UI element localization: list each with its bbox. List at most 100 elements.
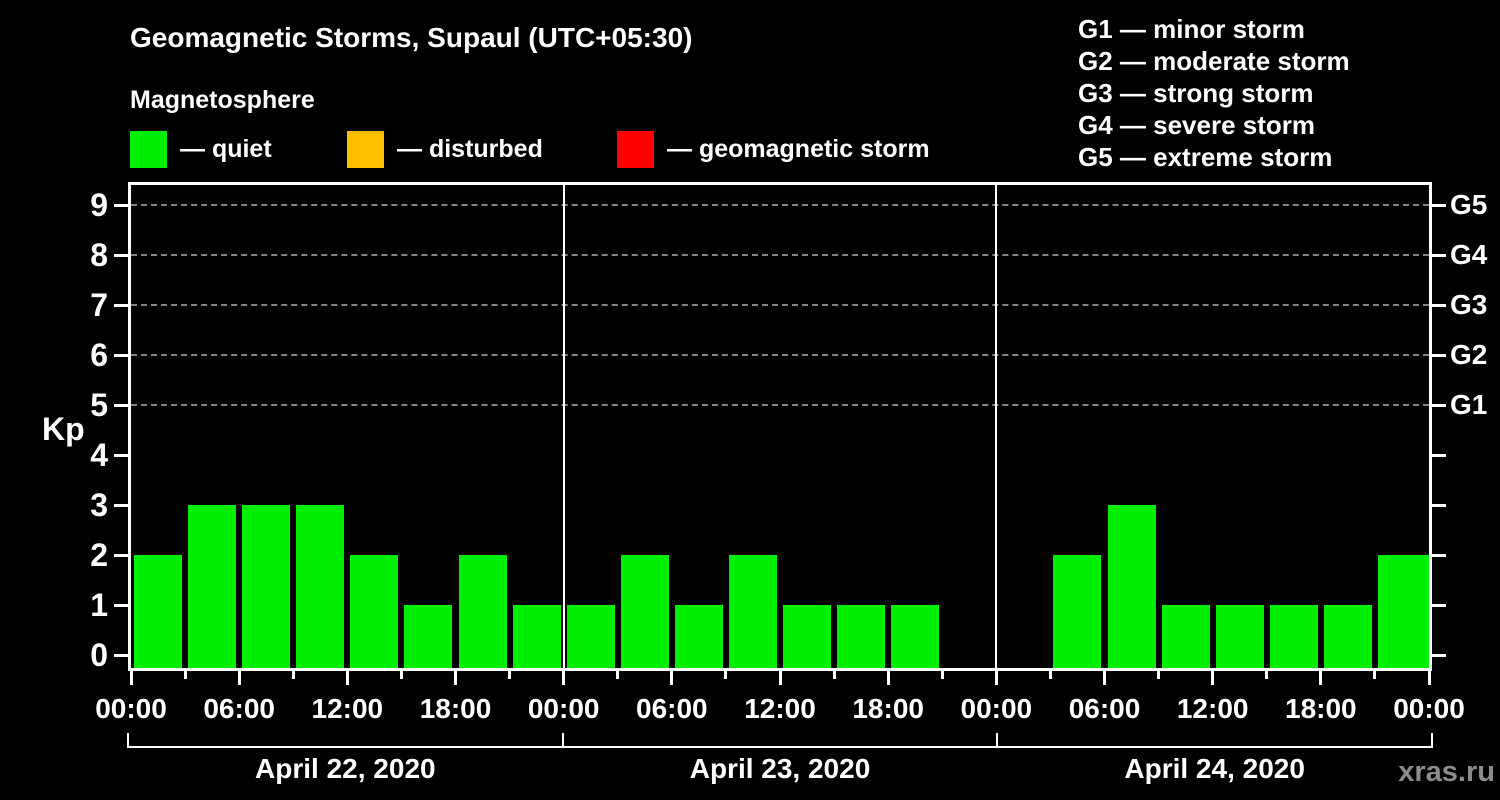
legend-swatch-quiet — [130, 130, 167, 168]
kp-bar — [837, 605, 886, 668]
kp-bar — [134, 555, 183, 668]
kp-bar — [1269, 605, 1318, 668]
y-tick-label: 9 — [90, 187, 108, 223]
x-tick — [1265, 671, 1269, 679]
y-tick-right — [1432, 404, 1446, 407]
x-tick — [616, 671, 620, 679]
kp-bar — [891, 605, 940, 668]
x-tick — [1103, 671, 1106, 685]
gridline-kp5 — [131, 404, 1429, 406]
day-divider-2 — [995, 185, 998, 668]
x-tick — [129, 671, 133, 685]
storm-scale-line-g2: G2 — moderate storm — [1078, 46, 1350, 76]
y-tick-left — [114, 604, 128, 607]
x-tick — [183, 671, 187, 679]
watermark: xras.ru — [1398, 756, 1495, 788]
y-tick-label: 2 — [90, 537, 108, 573]
plot-area — [128, 182, 1432, 671]
g-level-label-g1: G1 — [1450, 389, 1488, 420]
legend-label-quiet: — quiet — [180, 134, 272, 163]
kp-bar — [1323, 605, 1372, 668]
kp-bar — [783, 605, 832, 668]
y-tick-left — [114, 354, 128, 357]
x-tick — [670, 671, 674, 685]
legend-item-disturbed: — disturbed — [347, 130, 543, 168]
kp-bar — [296, 505, 345, 668]
status-legend: — quiet — disturbed — geomagnetic storm — [0, 130, 1500, 170]
x-tick — [237, 671, 241, 685]
kp-bar — [242, 505, 291, 668]
legend-label-geomagnetic-storm: — geomagnetic storm — [667, 134, 930, 163]
chart-subtitle: Magnetosphere — [130, 86, 315, 114]
date-label: April 23, 2020 — [689, 753, 871, 784]
day-bracket-tick — [561, 733, 564, 748]
kp-bar — [1053, 555, 1102, 668]
kp-bar — [566, 605, 615, 668]
x-tick-label: 06:00 — [203, 693, 275, 724]
day-divider-1 — [562, 185, 565, 668]
y-tick-left — [114, 254, 128, 257]
y-tick-right — [1432, 254, 1446, 257]
y-tick-label: 7 — [90, 287, 108, 323]
y-tick-left — [114, 554, 128, 557]
kp-bar — [404, 605, 453, 668]
storm-scale-line-g5: G5 — extreme storm — [1078, 142, 1333, 172]
legend-swatch-disturbed — [347, 130, 384, 168]
y-tick-right — [1432, 354, 1446, 357]
y-tick-label: 6 — [90, 337, 108, 373]
legend-label-disturbed: — disturbed — [397, 134, 543, 163]
legend-item-geomagnetic-storm: — geomagnetic storm — [617, 130, 930, 168]
y-tick-right — [1432, 654, 1446, 657]
x-tick — [399, 671, 403, 679]
x-tick-label: 12:00 — [744, 693, 816, 724]
x-tick-label: 18:00 — [1285, 693, 1357, 724]
x-tick — [454, 671, 457, 685]
g-level-label-g2: G2 — [1450, 339, 1488, 370]
gridline-kp8 — [131, 254, 1429, 256]
kp-bar — [1107, 505, 1156, 668]
x-tick-label: 18:00 — [852, 693, 924, 724]
y-axis-title: Kp — [42, 411, 85, 447]
y-tick-right — [1432, 554, 1446, 557]
storm-scale-line-g3: G3 — strong storm — [1078, 78, 1314, 108]
date-label: April 24, 2020 — [1124, 753, 1305, 784]
gridline-kp7 — [131, 304, 1429, 306]
kp-bar — [188, 505, 237, 668]
gridline-kp6 — [131, 354, 1429, 356]
day-bracket-tick — [1431, 733, 1433, 748]
x-tick-label: 00:00 — [527, 693, 600, 724]
x-tick — [1427, 671, 1431, 685]
y-tick-left — [114, 204, 128, 207]
y-tick-left — [114, 454, 128, 457]
y-tick-label: 0 — [90, 637, 108, 673]
kp-bar — [674, 605, 723, 668]
date-label: April 22, 2020 — [255, 753, 436, 784]
x-tick-label: 12:00 — [311, 693, 384, 724]
kp-bar — [512, 605, 561, 668]
x-tick-label: 06:00 — [636, 693, 708, 724]
y-tick-left — [114, 304, 128, 307]
day-bracket-tick — [996, 733, 999, 748]
x-tick-label: 00:00 — [1393, 693, 1465, 724]
y-tick-right — [1432, 604, 1446, 607]
x-tick — [1048, 671, 1052, 679]
x-tick-label: 06:00 — [1068, 693, 1141, 724]
y-tick-label: 8 — [90, 237, 108, 273]
kp-bar — [1161, 605, 1210, 668]
x-tick — [1373, 671, 1377, 679]
x-tick — [1319, 671, 1323, 685]
y-tick-right — [1432, 454, 1446, 457]
x-tick — [724, 671, 728, 679]
g-level-label-g5: G5 — [1450, 189, 1488, 220]
day-bracket-tick — [127, 733, 129, 748]
x-tick — [886, 671, 890, 685]
x-tick — [291, 671, 295, 679]
kp-bar — [458, 555, 507, 668]
x-tick — [940, 671, 944, 679]
page-title: Geomagnetic Storms, Supaul (UTC+05:30) — [130, 22, 693, 53]
storm-scale-line-g4: G4 — severe storm — [1078, 110, 1316, 140]
y-tick-left — [114, 654, 128, 657]
x-tick — [832, 671, 836, 679]
x-tick — [778, 671, 782, 685]
